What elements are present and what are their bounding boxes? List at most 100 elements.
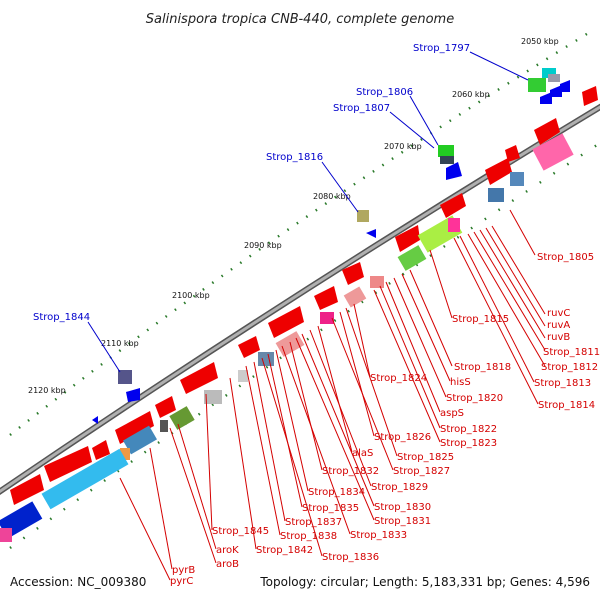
gene-label: Strop_1844 <box>33 312 90 323</box>
gene-arrow <box>238 336 260 358</box>
gene-label: ruvC <box>547 308 570 319</box>
gene-label: ruvA <box>547 320 570 331</box>
scale-label: 2110 kbp <box>101 339 139 348</box>
gene-label: Strop_1824 <box>370 373 427 384</box>
gene-block <box>160 420 168 432</box>
map-title: Salinispora tropica CNB-440, complete ge… <box>146 12 454 27</box>
gene-block <box>448 218 460 232</box>
scale-label: 2070 kbp <box>384 142 422 151</box>
gene-label: Strop_1807 <box>333 103 390 114</box>
genome-backbone-highlight <box>0 105 600 494</box>
gene-label: Strop_1820 <box>446 393 503 404</box>
gene-label: Strop_1845 <box>212 526 269 537</box>
gene-block <box>397 245 427 271</box>
gene-block <box>532 133 574 171</box>
gene-arrow <box>560 80 570 92</box>
gene-block <box>510 172 524 186</box>
gene-arrow <box>534 118 560 145</box>
gene-block <box>41 448 129 510</box>
blue-labels: Strop_1797 Strop_1806 Strop_1807 Strop_1… <box>33 43 470 323</box>
gene-arrow <box>440 193 466 218</box>
gene-label: Strop_1833 <box>350 530 407 541</box>
gene-block <box>370 276 384 288</box>
gene-arrow <box>44 446 92 482</box>
gene-label: Strop_1811 <box>543 347 600 358</box>
gene-block <box>357 210 369 222</box>
gene-arrow <box>540 92 552 104</box>
gene-label: Strop_1812 <box>541 362 598 373</box>
gene-arrow <box>92 416 98 424</box>
gene-label: Strop_1813 <box>534 378 591 389</box>
gene-block <box>238 370 248 382</box>
gene-arrow <box>485 158 512 185</box>
gene-arrow <box>395 225 420 252</box>
gene-label: Strop_1805 <box>537 252 594 263</box>
blue-leaders <box>87 51 529 373</box>
gene-label: ruvB <box>547 332 570 343</box>
gene-arrow <box>155 396 176 418</box>
gene-label: Strop_1825 <box>397 452 454 463</box>
gene-block <box>542 68 556 78</box>
forward-gene-track <box>10 86 598 505</box>
gene-label: Strop_1814 <box>538 400 595 411</box>
gene-arrow <box>92 440 110 460</box>
gene-label: Strop_1797 <box>413 43 470 54</box>
gene-label: hisS <box>450 377 471 388</box>
accession-text: Accession: NC_009380 <box>10 575 146 589</box>
gene-arrow <box>550 85 562 97</box>
gene-label: Strop_1834 <box>308 487 365 498</box>
scale-labels: 2050 kbp 2060 kbp 2070 kbp 2080 kbp 2090… <box>28 37 559 395</box>
gene-label: aroK <box>216 545 239 556</box>
gene-label: pyrB <box>172 565 195 576</box>
gene-arrow <box>10 474 44 505</box>
gene-arrow <box>342 262 364 285</box>
inner-dotted-arc <box>9 141 600 550</box>
gene-label: Strop_1806 <box>356 87 413 98</box>
gene-label: Strop_1835 <box>302 503 359 514</box>
gene-label: alaS <box>352 448 373 459</box>
scale-label: 2100 kbp <box>172 291 210 300</box>
gene-arrow <box>180 362 218 394</box>
gene-label: Strop_1827 <box>393 466 450 477</box>
gene-label: Strop_1826 <box>374 432 431 443</box>
gene-label: Strop_1829 <box>371 482 428 493</box>
gene-arrow <box>582 86 598 106</box>
inner-gene-blocks <box>0 133 574 542</box>
gene-label: aroB <box>216 559 239 570</box>
gene-label: Strop_1831 <box>374 516 431 527</box>
outer-gene-track <box>92 68 570 424</box>
gene-label: Strop_1823 <box>440 438 497 449</box>
gene-arrow <box>268 306 304 338</box>
gene-label: Strop_1838 <box>280 531 337 542</box>
scale-dotted-arc <box>9 30 591 436</box>
gene-label: aspS <box>440 408 464 419</box>
scale-label: 2090 kbp <box>244 241 282 250</box>
gene-arrow <box>446 162 462 180</box>
scale-label: 2060 kbp <box>452 90 490 99</box>
gene-block <box>123 425 157 455</box>
gene-block <box>440 156 454 164</box>
gene-block <box>548 74 560 82</box>
gene-arrow <box>314 286 338 310</box>
gene-label: Strop_1818 <box>454 362 511 373</box>
red-leaders <box>119 209 546 581</box>
gene-arrow <box>126 388 140 402</box>
gene-label: Strop_1816 <box>266 152 323 163</box>
gene-label: Strop_1837 <box>285 517 342 528</box>
gene-arrow <box>505 145 520 162</box>
gene-label: pyrC <box>170 576 193 587</box>
gene-block <box>258 352 274 366</box>
gene-block <box>438 145 454 157</box>
gene-label: Strop_1836 <box>322 552 379 563</box>
scale-label: 2080 kbp <box>313 192 351 201</box>
gene-label: Strop_1830 <box>374 502 431 513</box>
topology-text: Topology: circular; Length: 5,183,331 bp… <box>259 575 590 589</box>
gene-label: Strop_1842 <box>256 545 313 556</box>
scale-label: 2120 kbp <box>28 386 66 395</box>
scale-label: 2050 kbp <box>521 37 559 46</box>
gene-label: Strop_1822 <box>440 424 497 435</box>
gene-block <box>320 312 334 324</box>
gene-block <box>0 528 12 542</box>
gene-block <box>120 448 130 460</box>
